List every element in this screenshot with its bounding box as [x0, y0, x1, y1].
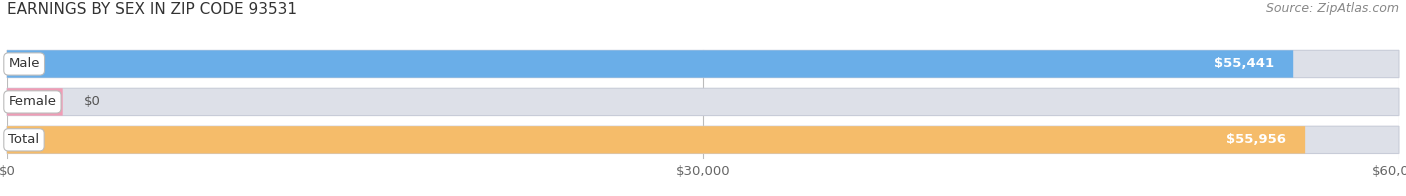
Text: Source: ZipAtlas.com: Source: ZipAtlas.com: [1265, 2, 1399, 15]
Text: $55,956: $55,956: [1226, 133, 1285, 146]
FancyBboxPatch shape: [7, 126, 1305, 153]
FancyBboxPatch shape: [7, 88, 1399, 116]
FancyBboxPatch shape: [7, 50, 1294, 78]
Text: Male: Male: [8, 57, 39, 71]
FancyBboxPatch shape: [7, 50, 1399, 78]
FancyBboxPatch shape: [7, 88, 63, 116]
Text: EARNINGS BY SEX IN ZIP CODE 93531: EARNINGS BY SEX IN ZIP CODE 93531: [7, 2, 297, 17]
Text: $0: $0: [83, 95, 100, 108]
FancyBboxPatch shape: [7, 126, 1399, 153]
Text: $55,441: $55,441: [1213, 57, 1274, 71]
Text: Total: Total: [8, 133, 39, 146]
Text: Female: Female: [8, 95, 56, 108]
